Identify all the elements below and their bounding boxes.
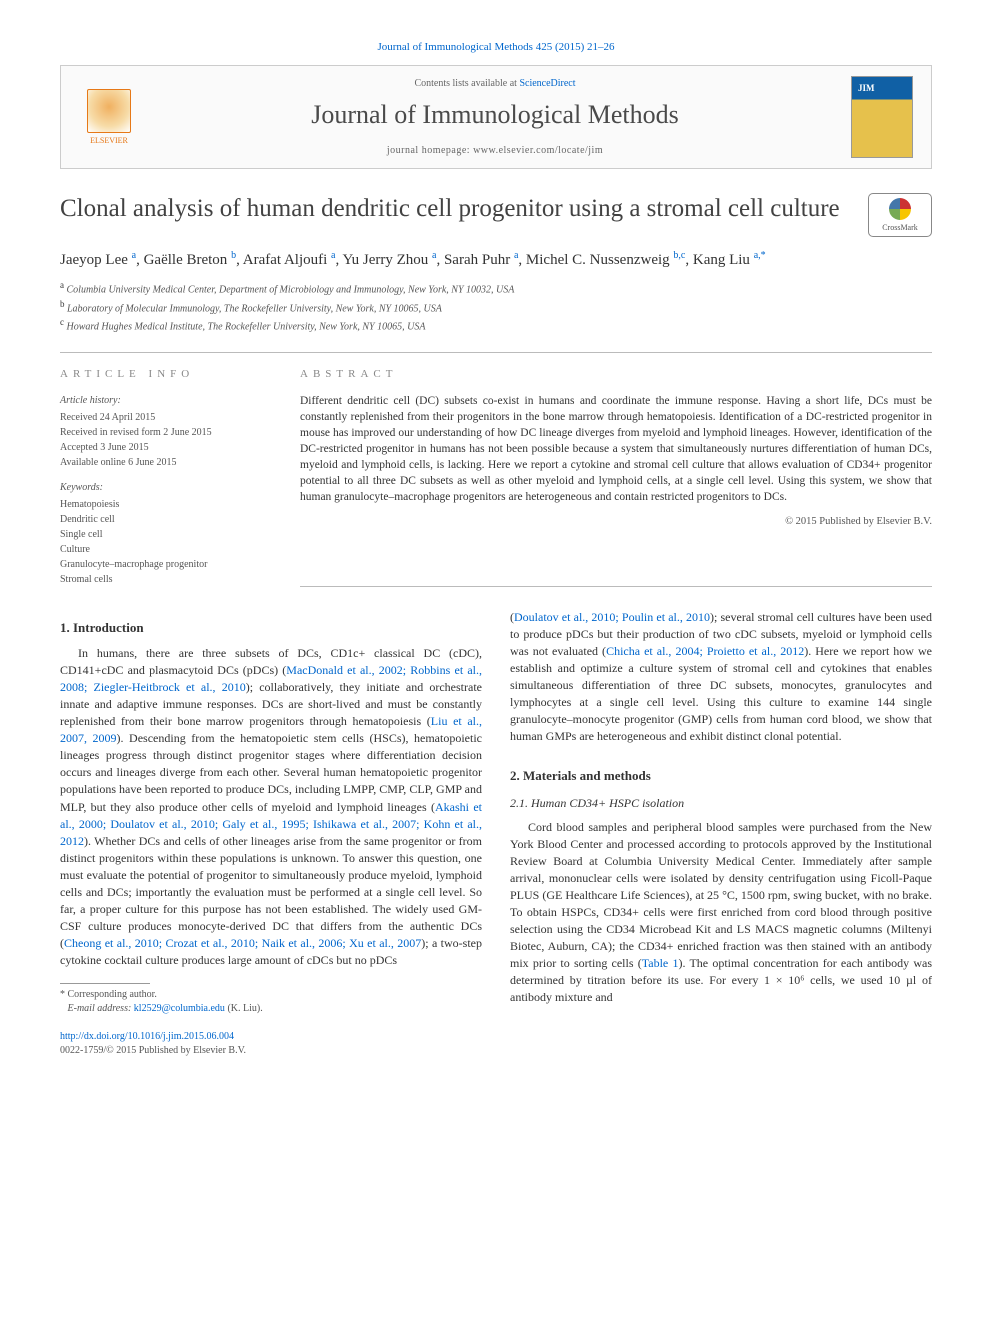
keyword-3: Culture bbox=[60, 542, 260, 557]
keyword-1: Dendritic cell bbox=[60, 512, 260, 527]
affiliations: a Columbia University Medical Center, De… bbox=[60, 279, 932, 334]
section-1-heading: 1. Introduction bbox=[60, 619, 482, 637]
intro-ref4[interactable]: Cheong et al., 2010; Crozat et al., 2010… bbox=[64, 936, 421, 950]
history-label: Article history: bbox=[60, 393, 260, 408]
right-ref1[interactable]: Doulatov et al., 2010; Poulin et al., 20… bbox=[514, 610, 710, 624]
right-0c: ). Here we report how we establish and o… bbox=[510, 644, 932, 743]
affiliation-c: c Howard Hughes Medical Institute, The R… bbox=[60, 316, 932, 334]
keyword-0: Hematopoiesis bbox=[60, 497, 260, 512]
article-info: ARTICLE INFO Article history: Received 2… bbox=[60, 367, 260, 586]
elsevier-logo: ELSEVIER bbox=[79, 82, 139, 152]
email-label: E-mail address: bbox=[68, 1003, 134, 1014]
abstract-text: Different dendritic cell (DC) subsets co… bbox=[300, 393, 932, 506]
footnote-separator bbox=[60, 983, 150, 984]
abstract-copyright: © 2015 Published by Elsevier B.V. bbox=[300, 515, 932, 530]
aff-text-a: Columbia University Medical Center, Depa… bbox=[67, 285, 515, 296]
history-accepted: Accepted 3 June 2015 bbox=[60, 440, 260, 455]
issn-copyright: 0022-1759/© 2015 Published by Elsevier B… bbox=[60, 1044, 932, 1058]
journal-header: ELSEVIER Contents lists available at Sci… bbox=[60, 65, 932, 169]
article-info-heading: ARTICLE INFO bbox=[60, 367, 260, 382]
section-2-heading: 2. Materials and methods bbox=[510, 767, 932, 785]
contents-pre: Contents lists available at bbox=[414, 78, 519, 89]
affiliation-a: a Columbia University Medical Center, De… bbox=[60, 279, 932, 297]
aff-sup-a: a bbox=[60, 280, 64, 290]
aff-sup-c: c bbox=[60, 317, 64, 327]
aff-text-b: Laboratory of Molecular Immunology, The … bbox=[67, 303, 442, 314]
homepage-pre: journal homepage: bbox=[387, 145, 473, 156]
column-left: 1. Introduction In humans, there are thr… bbox=[60, 609, 482, 1016]
journal-citation: Journal of Immunological Methods 425 (20… bbox=[60, 40, 932, 55]
intro-paragraph: In humans, there are three subsets of DC… bbox=[60, 645, 482, 969]
section-2-1-heading: 2.1. Human CD34+ HSPC isolation bbox=[510, 795, 932, 812]
history-online: Available online 6 June 2015 bbox=[60, 455, 260, 470]
history-revised: Received in revised form 2 June 2015 bbox=[60, 425, 260, 440]
journal-name: Journal of Immunological Methods bbox=[139, 97, 851, 133]
journal-homepage: journal homepage: www.elsevier.com/locat… bbox=[139, 144, 851, 158]
email-suffix: (K. Liu). bbox=[225, 1003, 263, 1014]
keyword-4: Granulocyte–macrophage progenitor bbox=[60, 557, 260, 572]
homepage-url[interactable]: www.elsevier.com/locate/jim bbox=[473, 145, 603, 156]
column-right: (Doulatov et al., 2010; Poulin et al., 2… bbox=[510, 609, 932, 1016]
intro-1c: ). Descending from the hematopoietic ste… bbox=[60, 731, 482, 813]
history-received: Received 24 April 2015 bbox=[60, 410, 260, 425]
body-columns: 1. Introduction In humans, there are thr… bbox=[60, 609, 932, 1016]
publisher-name: ELSEVIER bbox=[90, 135, 128, 146]
contents-available: Contents lists available at ScienceDirec… bbox=[139, 77, 851, 91]
aff-text-c: Howard Hughes Medical Institute, The Roc… bbox=[67, 321, 426, 332]
corresponding-email: E-mail address: kl2529@columbia.edu (K. … bbox=[60, 1002, 482, 1016]
affiliation-b: b Laboratory of Molecular Immunology, Th… bbox=[60, 298, 932, 316]
table1-link[interactable]: Table 1 bbox=[642, 956, 679, 970]
keyword-2: Single cell bbox=[60, 527, 260, 542]
sciencedirect-link[interactable]: ScienceDirect bbox=[519, 78, 575, 89]
header-center: Contents lists available at ScienceDirec… bbox=[139, 77, 851, 157]
doi-link[interactable]: http://dx.doi.org/10.1016/j.jim.2015.06.… bbox=[60, 1030, 932, 1044]
crossmark-icon bbox=[889, 198, 911, 220]
corresponding-author: * Corresponding author. bbox=[60, 988, 482, 1002]
intro-continued: (Doulatov et al., 2010; Poulin et al., 2… bbox=[510, 609, 932, 745]
keyword-5: Stromal cells bbox=[60, 572, 260, 587]
abstract-heading: ABSTRACT bbox=[300, 367, 932, 382]
author-email-link[interactable]: kl2529@columbia.edu bbox=[134, 1003, 225, 1014]
abstract: ABSTRACT Different dendritic cell (DC) s… bbox=[300, 367, 932, 586]
keywords-label: Keywords: bbox=[60, 480, 260, 495]
journal-cover-thumbnail bbox=[851, 76, 913, 158]
intro-1d: ). Whether DCs and cells of other lineag… bbox=[60, 834, 482, 950]
article-title: Clonal analysis of human dendritic cell … bbox=[60, 193, 852, 224]
methods-paragraph: Cord blood samples and peripheral blood … bbox=[510, 819, 932, 1006]
right-ref2[interactable]: Chicha et al., 2004; Proietto et al., 20… bbox=[606, 644, 804, 658]
crossmark-badge[interactable]: CrossMark bbox=[868, 193, 932, 237]
crossmark-label: CrossMark bbox=[882, 222, 918, 233]
elsevier-tree-icon bbox=[87, 89, 131, 133]
aff-sup-b: b bbox=[60, 299, 65, 309]
methods-1a: Cord blood samples and peripheral blood … bbox=[510, 820, 932, 970]
author-list: Jaeyop Lee a, Gaëlle Breton b, Arafat Al… bbox=[60, 249, 932, 271]
